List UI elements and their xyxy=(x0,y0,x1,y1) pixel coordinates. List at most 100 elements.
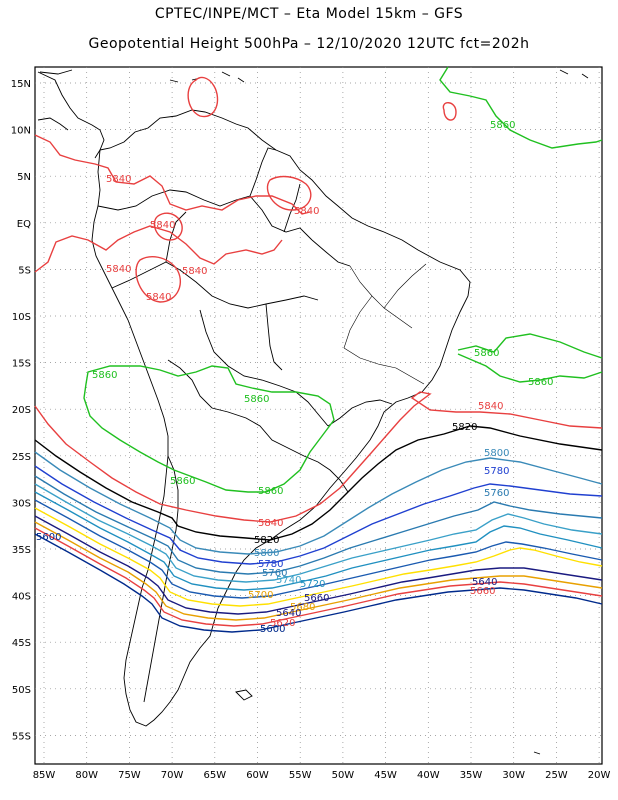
label-5760-s: 5760 xyxy=(262,568,287,579)
contour-5840-loop-b xyxy=(135,256,181,303)
lat-label: 45S xyxy=(12,638,31,649)
contour-5840-loop-a xyxy=(187,76,219,118)
lat-label: 10N xyxy=(11,126,31,137)
central-america-coast xyxy=(37,71,105,159)
label-5840-n3: 5840 xyxy=(106,264,131,275)
lon-label: 45W xyxy=(374,770,397,781)
label-5780-s: 5780 xyxy=(258,559,283,570)
border-paraguay-brazil xyxy=(327,399,393,427)
label-5700-s: 5700 xyxy=(248,590,273,601)
label-5800-e: 5800 xyxy=(484,448,509,459)
chart-title-line2: Geopotential Height 500hPa – 12/10/2020 … xyxy=(88,36,530,52)
contour-5840-small-loop xyxy=(442,102,457,121)
small-islands xyxy=(533,69,589,755)
contour-5600 xyxy=(34,533,603,633)
label-5840-n5: 5840 xyxy=(146,292,171,303)
contour-5620 xyxy=(34,527,603,627)
label-5640-s: 5640 xyxy=(276,608,301,619)
label-5760-e: 5760 xyxy=(484,488,509,499)
graticule xyxy=(35,67,602,764)
label-5840-n2: 5840 xyxy=(150,220,175,231)
lon-label: 75W xyxy=(118,770,141,781)
label-5660-s: 5660 xyxy=(304,593,329,604)
label-5820-s: 5820 xyxy=(254,535,279,546)
lat-label: 50S xyxy=(12,685,31,696)
longitude-labels: 85W 80W 75W 70W 65W 60W 55W 50W 45W 40W 35W 30W 25W 2… xyxy=(33,770,611,781)
lon-label: 85W xyxy=(33,770,56,781)
lat-label: EQ xyxy=(17,219,31,230)
label-5800-s: 5800 xyxy=(254,548,279,559)
label-5660-e: 5660 xyxy=(470,586,495,597)
label-5860-e2: 5860 xyxy=(528,377,553,388)
border-brazil-states xyxy=(311,239,351,267)
lat-label: 5N xyxy=(17,172,31,183)
contour-5700 xyxy=(34,499,603,599)
lon-label: 65W xyxy=(203,770,226,781)
lat-label: 35S xyxy=(12,545,31,556)
contour-5840-loop-d xyxy=(266,175,312,211)
contour-5780 xyxy=(34,465,603,565)
south-america-outline xyxy=(91,109,471,727)
panama-coast xyxy=(37,117,69,131)
contour-5840-loop-c xyxy=(153,212,183,241)
contour-5820 xyxy=(34,425,603,541)
lat-label: 15N xyxy=(11,79,31,90)
lon-label: 35W xyxy=(460,770,483,781)
label-5740-s: 5740 xyxy=(276,575,301,586)
contour-5680 xyxy=(34,507,603,607)
border-suriname xyxy=(283,183,301,233)
label-5600-w: 5600 xyxy=(36,532,61,543)
lon-label: 40W xyxy=(417,770,440,781)
contour-5740 xyxy=(34,483,603,583)
label-5860-w: 5860 xyxy=(92,370,117,381)
caribbean-small-islands xyxy=(169,71,245,83)
contour-5660 xyxy=(34,515,603,615)
lat-label: 20S xyxy=(12,405,31,416)
border-peru-brazil xyxy=(111,261,319,309)
border-bolivia xyxy=(199,309,329,427)
contour-5860-east xyxy=(457,333,603,383)
label-5840-n6: 5840 xyxy=(294,206,319,217)
label-5860-s1: 5860 xyxy=(170,476,195,487)
lat-label: 30S xyxy=(12,498,31,509)
border-chile-argentina-south xyxy=(143,455,179,703)
lon-label: 55W xyxy=(289,770,312,781)
label-5860-e1: 5860 xyxy=(474,348,499,359)
brazil-state-borders xyxy=(343,263,427,385)
contour-5840-central xyxy=(34,225,283,273)
contour-5760 xyxy=(34,475,603,575)
caribbean-islands xyxy=(39,69,73,75)
lon-label: 60W xyxy=(246,770,269,781)
border-colombia-peru xyxy=(165,211,187,263)
label-5680-s: 5680 xyxy=(290,602,315,613)
label-5860-ne: 5860 xyxy=(490,120,515,131)
lat-label: 5S xyxy=(18,265,31,276)
label-5840-s: 5840 xyxy=(258,518,283,529)
chart-title-line1: CPTEC/INPE/MCT – Eta Model 15km – GFS xyxy=(154,6,464,22)
contour-5640 xyxy=(34,521,603,621)
border-chile-argentina-north xyxy=(167,359,305,457)
label-5820-e: 5820 xyxy=(452,422,477,433)
border-north xyxy=(97,189,313,241)
label-5600-s: 5600 xyxy=(260,624,285,635)
label-5620-s: 5620 xyxy=(270,618,295,629)
coastlines xyxy=(37,69,589,755)
contour-5840-south xyxy=(34,391,603,523)
lon-label: 80W xyxy=(75,770,98,781)
lon-label: 20W xyxy=(588,770,611,781)
label-5840-n4: 5840 xyxy=(182,266,207,277)
lat-label: 25S xyxy=(12,452,31,463)
lat-label: 10S xyxy=(12,312,31,323)
label-5840-e: 5840 xyxy=(478,401,503,412)
contour-5800 xyxy=(34,451,603,555)
lon-label: 50W xyxy=(332,770,355,781)
border-guianas xyxy=(249,147,277,197)
contour-lines xyxy=(34,66,603,633)
contour-labels: 5860 5840 5840 5840 5840 5840 5840 5860 … xyxy=(36,120,553,635)
lat-label: 15S xyxy=(12,359,31,370)
label-5860-s2: 5860 xyxy=(258,486,283,497)
falkland-islands xyxy=(235,689,253,701)
lon-label: 25W xyxy=(545,770,568,781)
latitude-labels: 15N 10N 5N EQ 5S 10S 15S 20S 25S 30S 35S 40S 45S 50S 5… xyxy=(11,79,31,742)
